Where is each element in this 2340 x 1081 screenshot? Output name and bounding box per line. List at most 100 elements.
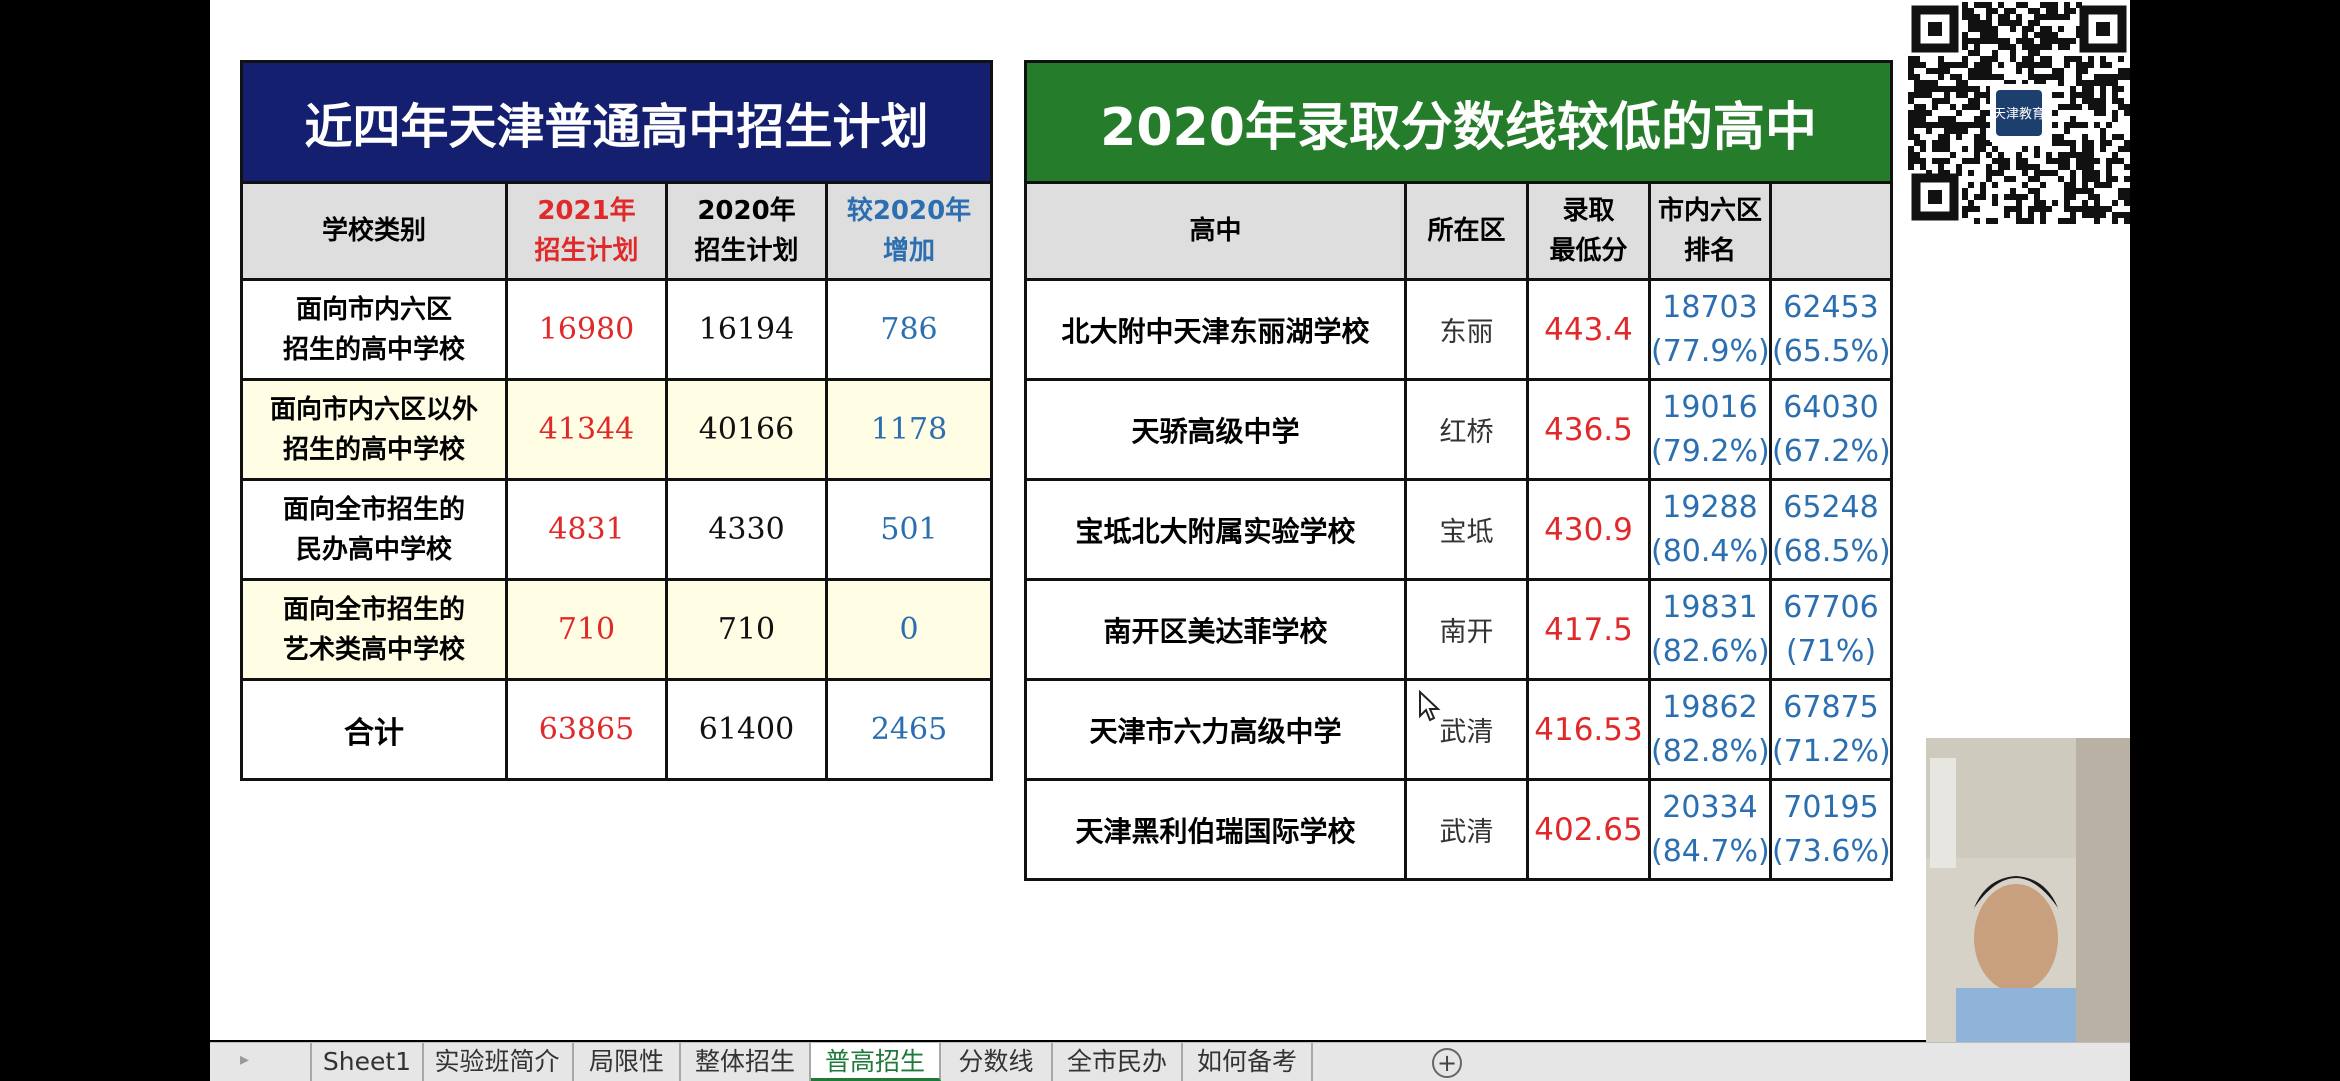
qr-module (2046, 62, 2052, 68)
qr-module (2124, 194, 2130, 200)
qr-module (2046, 2, 2052, 8)
qr-module (2100, 134, 2106, 140)
tab-overall-enrollment[interactable]: 整体招生 (681, 1043, 811, 1081)
qr-module (1908, 74, 1914, 80)
qr-module (2106, 140, 2112, 146)
qr-module (1986, 14, 1992, 20)
qr-module (2088, 194, 2094, 200)
school-cell: 天津市六力高级中学 (1024, 678, 1407, 781)
qr-module (1938, 74, 1944, 80)
tab-private-schools[interactable]: 全市民办 (1053, 1043, 1183, 1081)
qr-module (2034, 152, 2040, 158)
qr-module (2094, 194, 2100, 200)
qr-module (2022, 26, 2028, 32)
qr-module (2088, 170, 2094, 176)
qr-module (1998, 152, 2004, 158)
qr-module (2124, 212, 2130, 218)
qr-module (2100, 182, 2106, 188)
qr-module (1998, 164, 2004, 170)
qr-module (2034, 194, 2040, 200)
score-cell: 416.53 (1526, 678, 1651, 781)
qr-module (1938, 56, 1944, 62)
increase-cell: 0 (824, 578, 994, 681)
tab-limitations[interactable]: 局限性 (574, 1043, 681, 1081)
qr-module (2082, 134, 2088, 140)
qr-module (2082, 140, 2088, 146)
qr-module (2058, 140, 2064, 146)
qr-module (1914, 62, 1920, 68)
score-cell: 436.5 (1526, 378, 1651, 481)
qr-module (1968, 158, 1974, 164)
add-sheet-button[interactable]: + (1432, 1048, 1462, 1078)
qr-module (1914, 140, 1920, 146)
qr-module (2052, 68, 2058, 74)
qr-module (1944, 68, 1950, 74)
category-cell: 面向市内六区 招生的高中学校 (240, 278, 508, 381)
qr-module (1974, 158, 1980, 164)
school-cell: 宝坻北大附属实验学校 (1024, 478, 1407, 581)
qr-module (1950, 86, 1956, 92)
qr-module (2070, 86, 2076, 92)
qr-module (2046, 8, 2052, 14)
qr-module (1992, 50, 1998, 56)
tab-sheet1[interactable]: Sheet1 (310, 1043, 424, 1081)
tab-general-high-school[interactable]: 普高招生 (811, 1043, 941, 1081)
qr-module (2094, 170, 2100, 176)
qr-module (1962, 86, 1968, 92)
qr-module (1944, 98, 1950, 104)
header-rank-six-districts: 市内六区 排名 (1648, 181, 1772, 281)
qr-module (2076, 188, 2082, 194)
qr-module (2082, 80, 2088, 86)
qr-module (2082, 122, 2088, 128)
qr-module (2040, 80, 2046, 86)
qr-module (1956, 74, 1962, 80)
qr-module (1986, 62, 1992, 68)
qr-module (1926, 68, 1932, 74)
qr-module (1908, 56, 1914, 62)
qr-module (1992, 200, 1998, 206)
qr-module (1914, 134, 1920, 140)
qr-module (1926, 92, 1932, 98)
qr-module (2112, 74, 2118, 80)
qr-module (2052, 122, 2058, 128)
tab-experimental-class[interactable]: 实验班简介 (422, 1043, 574, 1081)
qr-module (2064, 182, 2070, 188)
scroll-left-icon[interactable]: ▸ (240, 1049, 250, 1070)
rank-six-cell: 19288 (80.4%) (1648, 478, 1772, 581)
qr-module (1962, 14, 1968, 20)
qr-module (2040, 182, 2046, 188)
qr-module (2004, 14, 2010, 20)
qr-module (1950, 62, 1956, 68)
qr-module (2082, 158, 2088, 164)
qr-module (2058, 14, 2064, 20)
qr-module (2112, 116, 2118, 122)
qr-module (1938, 68, 1944, 74)
qr-module (2052, 8, 2058, 14)
qr-module (2118, 212, 2124, 218)
rank-six-cell: 19831 (82.6%) (1648, 578, 1772, 681)
qr-module (2118, 158, 2124, 164)
tab-how-to-prepare[interactable]: 如何备考 (1183, 1043, 1313, 1081)
qr-module (1914, 116, 1920, 122)
qr-module (2118, 56, 2124, 62)
qr-module (1938, 98, 1944, 104)
qr-module (2010, 8, 2016, 14)
qr-module (1908, 128, 1914, 134)
qr-module (2070, 152, 2076, 158)
qr-module (2052, 134, 2058, 140)
qr-module (2100, 206, 2106, 212)
qr-module (1986, 8, 1992, 14)
qr-module (1920, 116, 1926, 122)
qr-module (1986, 86, 1992, 92)
qr-module (2106, 182, 2112, 188)
tab-score-line[interactable]: 分数线 (941, 1043, 1053, 1081)
qr-module (1968, 14, 1974, 20)
qr-module (2106, 158, 2112, 164)
qr-module (2100, 110, 2106, 116)
qr-module (1962, 32, 1968, 38)
qr-module (1968, 104, 1974, 110)
qr-module (2004, 8, 2010, 14)
qr-module (2016, 68, 2022, 74)
category-cell: 面向全市招生的 民办高中学校 (240, 478, 508, 581)
qr-module (2094, 182, 2100, 188)
